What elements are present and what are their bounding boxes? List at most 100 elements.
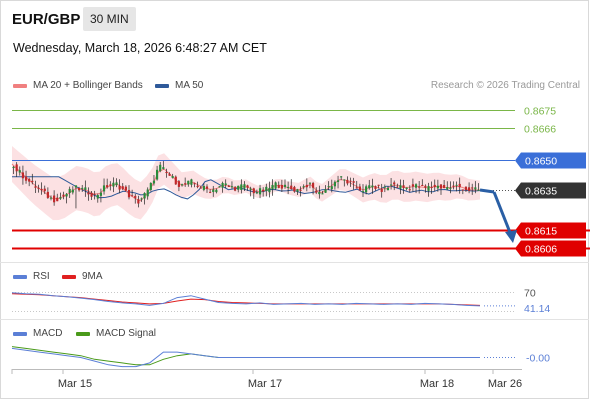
candle-body — [321, 193, 324, 195]
legend-label-macd-signal: MACD Signal — [96, 328, 157, 339]
legend-swatch-rsi — [13, 274, 27, 279]
legend-rsi-ma: 9MA — [62, 271, 103, 282]
ma50-line — [12, 176, 481, 200]
candle-body — [443, 185, 446, 189]
candle-body — [352, 181, 355, 183]
candle-body — [68, 188, 71, 193]
level-badge-0.8635 — [515, 182, 586, 199]
candle-body — [418, 186, 421, 188]
candle-body — [368, 185, 371, 189]
candle-body — [467, 187, 471, 191]
candle-body — [180, 184, 184, 186]
candle-body — [28, 178, 31, 182]
candle-body — [330, 186, 333, 190]
candle-body — [355, 187, 358, 189]
candle-body — [65, 193, 68, 197]
candle-body — [474, 187, 477, 190]
candle-body — [255, 192, 259, 194]
candle-body — [249, 188, 252, 190]
candle-body — [262, 189, 265, 192]
candle-body — [218, 186, 221, 188]
research-credit: Research © 2026 Trading Central — [430, 80, 580, 91]
bollinger-band-area — [12, 146, 480, 221]
candle-body — [402, 185, 405, 188]
symbol-title: EUR/GBP — [12, 11, 81, 28]
macd-line — [11, 347, 480, 368]
candle-body — [386, 187, 390, 191]
candle-body — [246, 185, 249, 188]
macd-last-value: -0.00 — [526, 353, 550, 365]
candle-body — [190, 179, 193, 185]
candle-body — [240, 184, 243, 190]
candle-body — [343, 179, 346, 181]
candle-body — [15, 164, 18, 172]
candle-body — [293, 186, 296, 192]
candle-body — [74, 185, 78, 188]
candle-body — [224, 183, 227, 185]
candle-body — [149, 183, 152, 190]
candle-body — [53, 195, 56, 203]
candle-body — [77, 187, 81, 191]
candle-body — [336, 180, 340, 182]
candle-body — [449, 187, 452, 189]
timeframe-badge[interactable]: 30 MIN — [83, 7, 136, 31]
candle-body — [96, 195, 99, 199]
candle-body — [433, 184, 436, 188]
candle-body — [233, 187, 237, 191]
candle-body — [477, 189, 480, 191]
candle-body — [237, 185, 240, 190]
candle-body — [324, 189, 327, 193]
candle-body — [305, 184, 308, 188]
candle-body — [455, 184, 458, 186]
candle-body — [184, 183, 187, 185]
legend-swatch-rsi-ma — [62, 274, 76, 279]
candle-body — [202, 185, 205, 190]
candle-body — [308, 182, 312, 184]
candle-body — [212, 189, 215, 193]
candle-body — [199, 187, 202, 189]
legend-swatch-macd-signal — [76, 331, 90, 336]
candle-body — [81, 187, 84, 189]
candle-body — [84, 187, 87, 190]
candle-body — [371, 185, 374, 188]
candle-body — [127, 190, 131, 198]
candle-body — [159, 164, 162, 172]
candle-body — [31, 180, 34, 183]
candle-body — [71, 189, 74, 193]
candle-body — [24, 176, 28, 181]
candle-body — [280, 184, 283, 189]
legend-ma20: MA 20 + Bollinger Bands — [13, 80, 143, 91]
candle-body — [374, 186, 377, 189]
candle-body — [424, 185, 427, 188]
candle-body — [287, 186, 290, 188]
candle-body — [389, 184, 393, 186]
x-tick-label: Mar 15 — [58, 378, 92, 390]
projection-arrow-line — [492, 191, 513, 236]
candle-body — [56, 197, 59, 202]
legend-label-ma20: MA 20 + Bollinger Bands — [33, 80, 143, 91]
candle-body — [143, 192, 146, 199]
candle-body — [59, 197, 62, 199]
level-badge-0.8650 — [515, 152, 586, 169]
candle-body — [43, 188, 46, 192]
candle-body — [227, 185, 230, 187]
legend-label-rsi-ma: 9MA — [82, 271, 103, 282]
candle-body — [333, 181, 337, 187]
rsi-line — [11, 292, 481, 307]
candle-body — [464, 186, 468, 191]
candle-body — [399, 185, 402, 189]
candle-body — [87, 192, 90, 195]
candle-body — [187, 180, 190, 185]
candle-body — [274, 182, 277, 189]
candle-body — [452, 185, 455, 187]
candle-body — [315, 190, 318, 193]
candle-body — [327, 186, 330, 188]
candle-body — [121, 186, 124, 190]
candle-body — [124, 186, 127, 191]
candle-body — [283, 184, 287, 187]
candle-body — [46, 191, 49, 198]
candle-body — [140, 198, 143, 200]
level-label-0.8675: 0.8675 — [524, 106, 556, 118]
candle-body — [377, 184, 380, 186]
